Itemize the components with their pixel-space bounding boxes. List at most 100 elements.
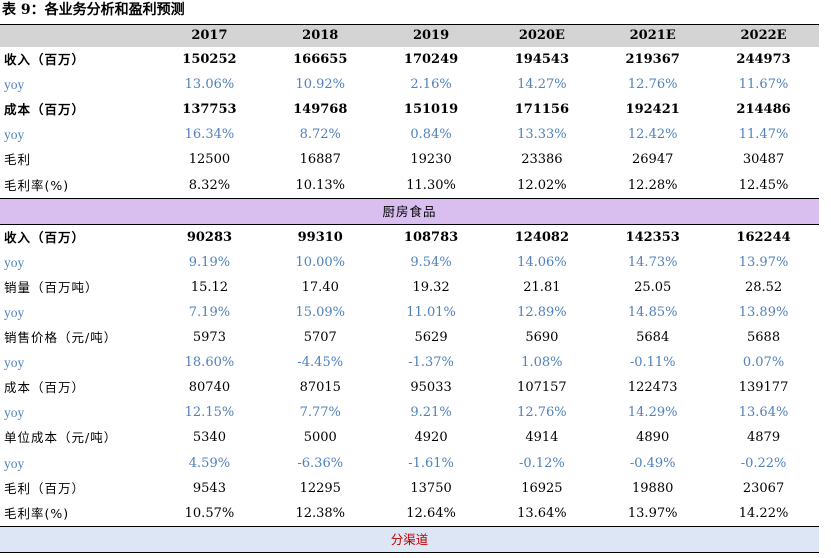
table-cell: 12.89%: [517, 304, 567, 320]
table-cell: 11.30%: [406, 177, 456, 193]
table-cell: 7.77%: [299, 405, 341, 421]
table-cell: 219367: [625, 52, 680, 68]
row-label: 毛利率(%): [4, 505, 70, 521]
table-cell: 7.19%: [188, 304, 231, 320]
table-cell: 21.81: [523, 279, 561, 295]
table-cell: 5000: [303, 430, 337, 446]
year-header: 2017: [154, 24, 265, 47]
table-row: 毛利 12500 16887 19230 23386 26947 30487: [0, 147, 819, 172]
table-cell: 12.45%: [738, 177, 789, 193]
table-cell: 194543: [514, 52, 570, 68]
table-cell: 166655: [293, 52, 348, 68]
table-cell: 12.76%: [627, 77, 678, 93]
table-cell: 30487: [742, 152, 785, 168]
table-cell: 4914: [525, 430, 559, 446]
row-label: yoy: [4, 455, 25, 471]
table-cell: 15.12: [190, 279, 229, 295]
table-cell: 1.08%: [521, 355, 563, 371]
table-cell: -0.49%: [629, 455, 676, 471]
table-cell: -0.11%: [629, 355, 676, 371]
row-label: 毛利: [4, 152, 32, 168]
table-cell: 80740: [188, 380, 231, 396]
table-cell: 4.59%: [188, 455, 231, 471]
business-forecast-table: 2017 2018 2019 2020E 2021E 2022E 收入（百万） 1…: [0, 24, 819, 553]
table-cell: 5973: [192, 330, 226, 346]
table-cell: -1.61%: [408, 455, 454, 471]
yoy-row: yoy 13.06% 10.92% 2.16% 14.27% 12.76% 11.67%: [0, 72, 819, 97]
table-cell: 108783: [403, 229, 459, 245]
table-cell: 14.22%: [738, 505, 789, 521]
table-cell: 124082: [514, 229, 570, 245]
table-cell: 13750: [410, 480, 452, 496]
table-cell: 5690: [525, 330, 559, 346]
table-cell: 10.00%: [295, 254, 346, 270]
table-cell: 12.28%: [627, 177, 678, 193]
table-cell: 87015: [299, 380, 341, 396]
table-cell: 13.89%: [738, 304, 789, 320]
table-cell: 11.01%: [406, 304, 456, 320]
table-cell: 5629: [414, 330, 448, 346]
table-cell: 19230: [410, 152, 452, 168]
row-label: 收入（百万）: [4, 52, 86, 68]
table-row: 销量（百万吨） 15.12 17.40 19.32 21.81 25.05 28.52: [0, 275, 819, 300]
table-cell: 244973: [736, 52, 791, 68]
row-label: yoy: [4, 254, 25, 270]
table-cell: 12.38%: [295, 505, 346, 521]
table-cell: 11.67%: [738, 77, 789, 93]
table-cell: -1.37%: [408, 355, 454, 371]
table-cell: 18.60%: [184, 355, 235, 371]
table-row: 收入（百万） 150252 166655 170249 194543 219367 2449…: [0, 47, 819, 72]
table-cell: 162244: [736, 229, 791, 245]
table-row: 成本（百万） 137753 149768 151019 171156 192421 2144…: [0, 97, 819, 122]
table-cell: 4920: [414, 430, 448, 446]
yoy-row: yoy 16.34% 8.72% 0.84% 13.33% 12.42% 11.47%: [0, 122, 819, 147]
table-cell: 28.52: [744, 279, 783, 295]
row-label: yoy: [4, 77, 25, 93]
yoy-row: yoy 12.15% 7.77% 9.21% 12.76% 14.29% 13.64%: [0, 400, 819, 425]
table-row: 销售价格（元/吨） 5973 5707 5629 5690 5684 5688: [0, 325, 819, 350]
row-label: 毛利率(%): [4, 177, 70, 193]
table-cell: 10.57%: [184, 505, 235, 521]
year-header: 2020E: [486, 24, 598, 47]
table-cell: 12.42%: [627, 127, 678, 143]
table-cell: 99310: [297, 229, 343, 245]
table-cell: 151019: [403, 102, 459, 118]
table-cell: 12.15%: [184, 405, 235, 421]
table-cell: 16.34%: [184, 127, 235, 143]
table-cell: 10.92%: [295, 77, 346, 93]
table-cell: 4890: [636, 430, 670, 446]
row-label: yoy: [4, 405, 25, 421]
row-label: 单位成本（元/吨）: [4, 430, 118, 446]
table-cell: 16925: [521, 480, 563, 496]
table-cell: 0.07%: [742, 355, 785, 371]
table-cell: 12.64%: [406, 505, 456, 521]
table-cell: 16887: [299, 152, 341, 168]
table-cell: 9.19%: [188, 254, 231, 270]
table-row: 收入（百万） 90283 99310 108783 124082 142353 162244: [0, 224, 819, 250]
table-cell: -6.36%: [297, 455, 344, 471]
table-cell: 95033: [410, 380, 452, 396]
yoy-row: yoy 7.19% 15.09% 11.01% 12.89% 14.85% 13.89%: [0, 300, 819, 325]
table-cell: 26947: [632, 152, 674, 168]
table-cell: 12.76%: [517, 405, 567, 421]
table-cell: 5707: [303, 330, 337, 346]
yoy-row: yoy 18.60% -4.45% -1.37% 1.08% -0.11% 0.07%: [0, 350, 819, 375]
table-cell: 10.13%: [295, 177, 346, 193]
table-cell: 14.27%: [517, 77, 567, 93]
table-cell: 5340: [192, 430, 226, 446]
table-cell: 13.33%: [517, 127, 567, 143]
table-cell: 2.16%: [410, 77, 452, 93]
section-header-row: 厨房食品: [0, 197, 819, 225]
table-cell: 0.84%: [410, 127, 452, 143]
header-row: 2017 2018 2019 2020E 2021E 2022E: [0, 24, 819, 47]
table-cell: 8.32%: [188, 177, 231, 193]
table-cell: 9.54%: [410, 254, 452, 270]
table-cell: 25.05: [634, 279, 672, 295]
table-cell: 14.73%: [627, 254, 678, 270]
yoy-row: yoy 9.19% 10.00% 9.54% 14.06% 14.73% 13.97%: [0, 250, 819, 275]
table-cell: 5688: [747, 330, 781, 346]
row-label: 销售价格（元/吨）: [4, 330, 118, 346]
table-cell: 107157: [517, 380, 567, 396]
table-cell: 17.40: [301, 279, 339, 295]
table-cell: 13.97%: [627, 505, 678, 521]
